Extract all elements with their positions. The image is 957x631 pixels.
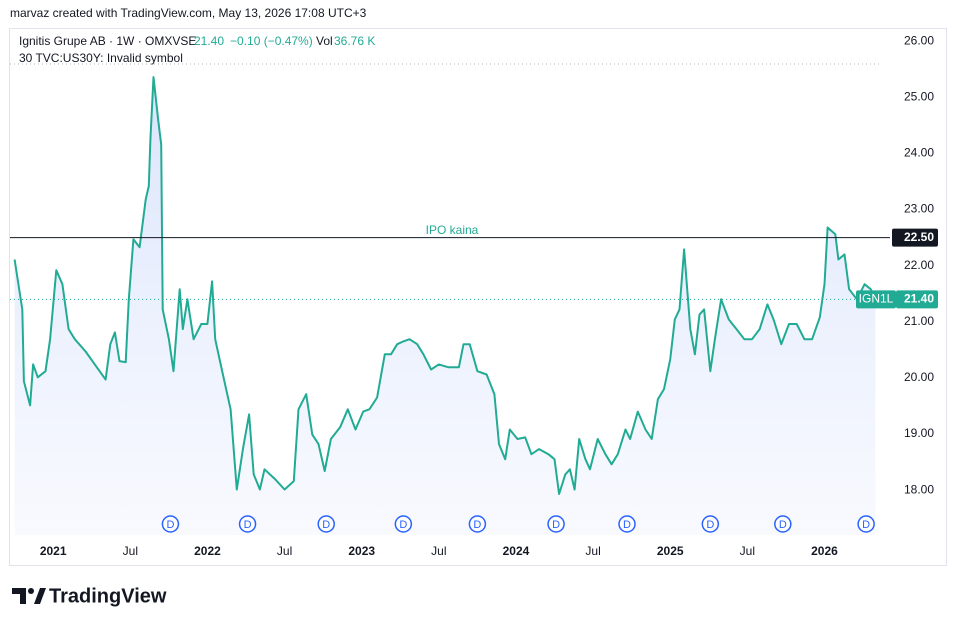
dividend-marker	[468, 515, 487, 533]
legend-change: −0.10 (−0.47%)	[230, 34, 313, 48]
y-tick-label: 26.00	[904, 33, 934, 47]
dividend-marker	[618, 515, 636, 533]
ipo-price-box	[892, 228, 938, 247]
logo-dot	[28, 588, 34, 594]
dividend-marker	[857, 515, 875, 533]
legend-price: 21.40	[194, 34, 224, 48]
dividend-marker	[161, 515, 180, 533]
x-tick-label: 2023	[348, 544, 375, 558]
y-tick-label: 19.00	[904, 426, 934, 440]
x-tick-label: 2024	[503, 544, 530, 558]
dividend-label: D	[779, 519, 787, 531]
legend-vol-label: Vol	[316, 34, 333, 48]
dividend-marker	[547, 515, 565, 533]
y-tick-label: 18.00	[904, 482, 934, 496]
footer-logo: TradingView	[12, 585, 167, 607]
x-tick-label: 2021	[40, 544, 67, 558]
logo-shape	[34, 588, 46, 604]
x-tick-label: 2025	[657, 544, 684, 558]
dividend-label: D	[623, 519, 631, 531]
ipo-price-label: 22.50	[904, 230, 934, 244]
legend-vol: 36.76 K	[334, 34, 375, 48]
legend-note: 30 TVC:US30Y: Invalid symbol	[19, 51, 183, 65]
last-price-label: 21.40	[904, 292, 934, 306]
logo-shape	[12, 588, 26, 604]
dividend-label: D	[166, 519, 174, 531]
dividend-label: D	[552, 519, 560, 531]
x-tick-label: Jul	[277, 544, 292, 558]
y-tick-label: 22.00	[904, 258, 934, 272]
dividend-label: D	[862, 519, 870, 531]
dividend-marker	[238, 515, 257, 533]
y-tick-label: 20.00	[904, 370, 934, 384]
x-tick-label: Jul	[431, 544, 446, 558]
x-tick-label: Jul	[585, 544, 600, 558]
dividend-label: D	[322, 519, 330, 531]
x-tick-label: 2026	[811, 544, 838, 558]
dividend-marker	[317, 515, 335, 533]
y-tick-label: 21.00	[904, 314, 934, 328]
legend-symbol: Ignitis Grupe AB · 1W · OMXVSE	[19, 34, 196, 48]
dividend-label: D	[244, 519, 252, 531]
symbol-box	[856, 290, 896, 309]
area-fill	[14, 77, 876, 535]
x-tick-label: 2022	[194, 544, 221, 558]
x-tick-label: Jul	[740, 544, 755, 558]
x-tick-label: Jul	[123, 544, 138, 558]
dividend-label: D	[399, 519, 407, 531]
y-tick-label: 23.00	[904, 202, 934, 216]
price-line	[13, 76, 877, 495]
dividend-marker	[394, 515, 413, 533]
dividend-label: D	[706, 519, 714, 531]
credit: marvaz created with TradingView.com, May…	[10, 6, 367, 20]
dividend-label: D	[473, 519, 481, 531]
dividend-marker	[774, 515, 792, 533]
last-price-box	[896, 290, 938, 309]
ipo-text: IPO kaina	[426, 223, 479, 237]
footer-brand: TradingView	[49, 585, 167, 607]
symbol-label: IGN1L	[859, 292, 894, 306]
dividend-marker	[701, 515, 720, 533]
y-tick-label: 25.00	[904, 90, 934, 104]
chart-frame	[9, 28, 947, 566]
y-tick-label: 24.00	[904, 146, 934, 160]
